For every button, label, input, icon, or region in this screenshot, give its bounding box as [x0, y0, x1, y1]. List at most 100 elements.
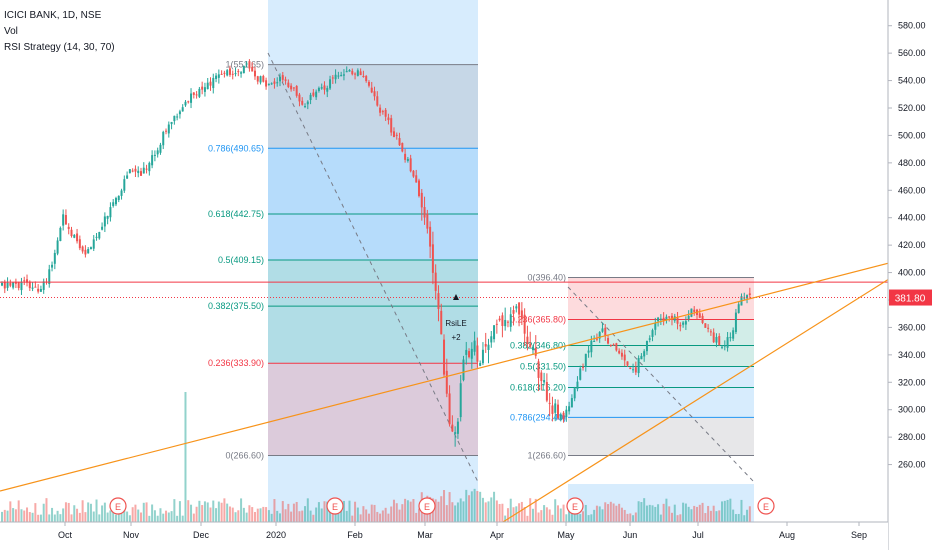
volume-bar — [582, 511, 585, 522]
volume-bar — [53, 514, 56, 522]
price-tick-label: 500.00 — [898, 130, 926, 140]
volume-bar — [576, 514, 579, 522]
fib-level-label: 0.618(316.20) — [510, 382, 566, 392]
volume-bar — [557, 505, 559, 522]
volume-bar — [701, 502, 704, 522]
candle-body — [153, 154, 156, 156]
volume-bar — [28, 512, 31, 522]
candle-body — [323, 85, 326, 90]
candle-body — [20, 281, 23, 291]
candle-body — [3, 281, 6, 289]
volume-bar — [443, 490, 446, 522]
current-price-tag-label: 381.80 — [895, 294, 926, 305]
volume-bar — [568, 502, 571, 522]
candle-body — [173, 115, 176, 122]
candle-body — [470, 348, 473, 359]
candle-body — [6, 282, 9, 288]
candle-body — [662, 317, 665, 322]
volume-indicator-label[interactable]: Vol — [4, 26, 18, 37]
volume-bar — [468, 495, 471, 522]
candle-body — [637, 358, 640, 374]
candle-body — [159, 144, 162, 153]
candlesticks — [1, 59, 751, 447]
candle-body — [256, 76, 259, 82]
volume-bar — [89, 503, 92, 522]
candle-body — [654, 322, 657, 330]
volume-bar — [740, 499, 743, 522]
volume-bar — [401, 504, 404, 522]
fib-zone — [568, 277, 754, 320]
candle-body — [568, 406, 571, 412]
volume-bar — [721, 501, 724, 522]
candle-body — [56, 240, 59, 254]
candle-body — [195, 94, 198, 96]
candle-body — [387, 117, 390, 121]
volume-bar — [479, 491, 482, 522]
volume-bar — [195, 506, 198, 522]
volume-bar — [562, 504, 565, 522]
volume-bar — [512, 507, 515, 522]
volume-bar — [470, 491, 473, 522]
candle-body — [704, 323, 707, 328]
candle-body — [64, 215, 67, 225]
volume-bar — [140, 512, 142, 522]
volume-bar — [665, 498, 668, 522]
candle-body — [262, 76, 265, 82]
volume-bar — [698, 504, 701, 522]
candle-body — [73, 234, 76, 238]
fib-level-label: 0.382(375.50) — [208, 301, 264, 311]
volume-bar — [281, 501, 284, 522]
volume-bar — [304, 506, 307, 522]
candle-body — [562, 412, 565, 420]
candle-body — [620, 352, 623, 357]
candle-body — [618, 350, 621, 354]
volume-bar — [732, 509, 735, 522]
trend-lines — [0, 251, 932, 523]
candle-body — [370, 87, 373, 93]
candle-body — [518, 302, 521, 315]
candle-body — [465, 349, 468, 355]
candle-body — [590, 340, 593, 353]
symbol-title[interactable]: ICICI BANK, 1D, NSE — [4, 10, 102, 21]
candle-body — [270, 83, 273, 85]
candle-body — [345, 71, 348, 73]
candle-body — [234, 73, 237, 75]
candle-body — [59, 227, 62, 242]
candle-body — [187, 101, 190, 103]
time-tick-label: Apr — [490, 530, 504, 540]
candle-body — [151, 155, 154, 166]
candle-body — [309, 94, 312, 100]
volume-bar — [379, 513, 382, 522]
volume-bar — [437, 501, 440, 522]
volume-bar — [87, 502, 90, 522]
candle-body — [420, 192, 423, 208]
candle-body — [103, 216, 106, 227]
volume-bar — [184, 392, 187, 522]
volume-bar — [462, 501, 465, 522]
candle-body — [228, 68, 231, 75]
volume-bar — [662, 503, 665, 522]
candle-body — [206, 82, 209, 90]
fib-level-label: 1(551.65) — [225, 60, 264, 70]
candle-body — [17, 282, 20, 289]
volume-bar — [682, 502, 685, 522]
volume-bar — [718, 510, 721, 522]
fib-level-label: 0.786(490.65) — [208, 143, 264, 153]
price-tick-label: 460.00 — [898, 185, 926, 195]
volume-bar — [176, 515, 179, 522]
volume-bar — [198, 500, 201, 522]
earnings-marker-label: E — [115, 502, 121, 512]
rising-support-line — [502, 271, 901, 523]
volume-bar — [440, 496, 443, 522]
volume-bar — [534, 498, 537, 522]
fib-zone — [568, 345, 754, 367]
strategy-indicator-label[interactable]: RSI Strategy (14, 30, 70) — [4, 42, 115, 53]
candle-body — [401, 143, 404, 152]
price-tick-label: 400.00 — [898, 268, 926, 278]
volume-bar — [679, 514, 682, 522]
volume-bar — [456, 502, 459, 522]
volume-bar — [181, 515, 184, 522]
current-price-tag — [889, 289, 932, 306]
volume-bar — [373, 504, 376, 522]
